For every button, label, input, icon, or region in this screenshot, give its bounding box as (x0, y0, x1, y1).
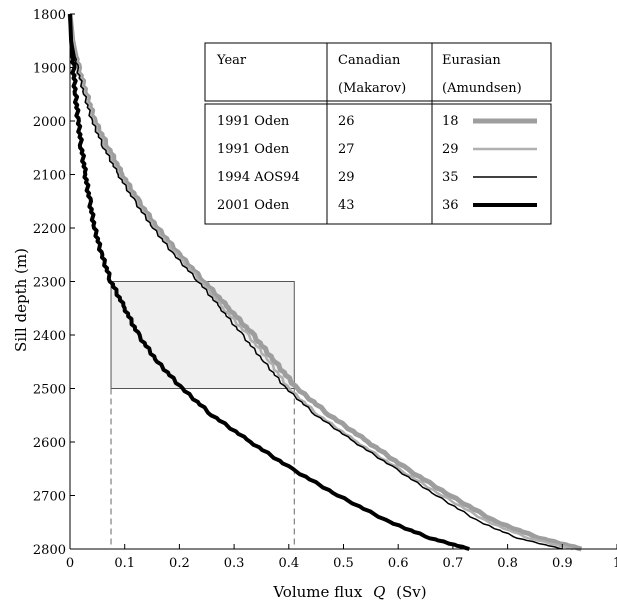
y-tick-label: 1800 (33, 8, 66, 23)
legend-subheader-canadian: (Makarov) (338, 81, 406, 96)
y-tick-label: 2700 (33, 490, 66, 505)
legend-row-canadian: 29 (338, 170, 355, 185)
legend-header-eurasian: Eurasian (442, 53, 501, 68)
y-tick-label: 2300 (33, 276, 66, 291)
legend-row-eurasian: 35 (442, 170, 459, 185)
y-tick-label: 2400 (33, 329, 66, 344)
x-axis-title-var: Q (373, 583, 385, 601)
y-tick-label: 2100 (33, 169, 66, 184)
legend-header-box (204, 42, 552, 102)
legend-header-year: Year (216, 53, 247, 68)
x-tick-label: 0.4 (278, 556, 299, 571)
legend-subheader-eurasian: (Amundsen) (442, 81, 522, 96)
legend-row-eurasian: 29 (442, 142, 459, 157)
legend-row-year: 1994 AOS94 (217, 170, 300, 185)
y-tick-label: 2800 (33, 543, 66, 558)
series-line-4 (68, 13, 470, 551)
legend-row-canadian: 43 (338, 198, 355, 213)
x-axis-title: Volume flux Q (Sv) (272, 583, 426, 601)
x-tick-label: 0.9 (552, 556, 573, 571)
y-tick-label: 2500 (33, 383, 66, 398)
legend-row-canadian: 26 (338, 114, 355, 129)
x-tick-label: 0.6 (388, 556, 409, 571)
legend-row-year: 2001 Oden (217, 198, 290, 213)
series-line-3 (69, 13, 563, 550)
x-tick-label: 0.3 (224, 556, 245, 571)
y-tick-label: 2000 (33, 115, 66, 130)
y-tick-label: 2600 (33, 436, 66, 451)
legend-table: Year Canadian Eurasian (Makarov) (Amunds… (204, 42, 552, 225)
x-tick-label: 0.7 (443, 556, 464, 571)
series-line-2 (68, 13, 574, 551)
x-tick-label: 0.8 (497, 556, 518, 571)
y-tick-label: 2200 (33, 222, 66, 237)
legend-row-canadian: 27 (338, 142, 355, 157)
legend-row-eurasian: 36 (442, 198, 459, 213)
x-tick-label: 0 (66, 556, 74, 571)
legend-row-year: 1991 Oden (217, 114, 290, 129)
y-tick-label: 1900 (33, 62, 66, 77)
legend-row-year: 1991 Oden (217, 142, 290, 157)
x-tick-label: 1 (613, 556, 617, 571)
y-axis-title: Sill depth (m) (12, 248, 30, 352)
x-axis-title-unit: (Sv) (396, 583, 426, 601)
x-tick-label: 0.2 (169, 556, 190, 571)
legend-header-canadian: Canadian (338, 53, 401, 68)
x-tick-label: 0.1 (114, 556, 135, 571)
legend-row-eurasian: 18 (442, 114, 459, 129)
x-tick-label: 0.5 (333, 556, 354, 571)
x-axis-title-text: Volume flux (272, 583, 362, 601)
plot-area (67, 13, 583, 552)
axes: 0 0.1 0.2 0.3 0.4 0.5 0.6 0.7 0.8 0.9 1 1800 1900 200… (33, 8, 617, 571)
